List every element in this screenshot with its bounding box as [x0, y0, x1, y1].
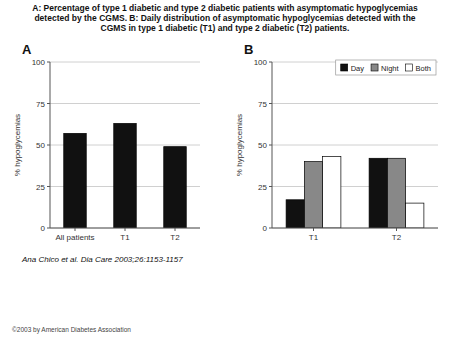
bar	[387, 158, 405, 228]
legend-swatch	[371, 64, 378, 71]
y-axis	[50, 62, 51, 228]
grid	[272, 62, 438, 228]
x-axis	[272, 228, 438, 229]
bar	[164, 147, 187, 228]
citation: Ana Chico et al. Dia Care 2003;26:1153-1…	[21, 255, 183, 264]
grid-line	[272, 103, 438, 104]
bar	[114, 123, 137, 228]
legend-entry: Both	[416, 64, 431, 73]
tick-label: T2	[170, 233, 180, 242]
x-axis	[50, 228, 200, 229]
bar	[286, 200, 304, 228]
legend-entry: Day	[351, 64, 365, 73]
grid-line	[50, 103, 200, 104]
axis-label: % hypoglycemias	[235, 114, 244, 176]
bar	[406, 203, 424, 228]
grid-line	[50, 228, 200, 229]
panel-label: B	[244, 42, 253, 57]
title-line: detected by the CGMS. B: Daily distribut…	[34, 13, 415, 23]
tick-label: 25	[258, 183, 267, 192]
tick-label: All patients	[55, 233, 94, 242]
bar	[304, 162, 322, 228]
chart: A 0 25 50 75 100 % hypoglycemias All patients T1…	[13, 42, 200, 242]
bar	[323, 157, 341, 228]
title-line: CGMS in type 1 diabetic (T1) and type 2 …	[101, 23, 350, 33]
page: {"title": ["A: Percentage of type 1 diab…	[0, 0, 450, 338]
legend-entry: Night	[381, 64, 399, 73]
axis-label: % hypoglycemias	[13, 114, 22, 176]
figure: A: Percentage of type 1 diabetic and typ…	[0, 0, 450, 338]
tick-label: T2	[392, 233, 402, 242]
bar	[369, 158, 387, 228]
legend: Day Night Both	[336, 60, 436, 75]
tick-label: 75	[36, 100, 45, 109]
legend-swatch	[341, 64, 348, 71]
bars	[64, 123, 187, 228]
title-line: A: Percentage of type 1 diabetic and typ…	[32, 3, 418, 13]
tick-label: T1	[120, 233, 130, 242]
tick-label: 0	[41, 224, 46, 233]
tick-label: T1	[309, 233, 319, 242]
tick-label: 25	[36, 183, 45, 192]
tick-label: 100	[32, 58, 46, 67]
grid-line	[272, 186, 438, 187]
grid-line	[272, 228, 438, 229]
legend-frame	[336, 60, 436, 75]
copyright: ©2003 by American Diabetes Association	[12, 326, 131, 334]
grid	[50, 62, 200, 228]
title: A: Percentage of type 1 diabetic and typ…	[32, 3, 418, 33]
tick-label: 0	[263, 224, 268, 233]
grid-line	[50, 62, 200, 63]
tick-label: 75	[258, 100, 267, 109]
tick-label: 50	[36, 141, 45, 150]
tick-label: 100	[254, 58, 268, 67]
chart: B 0 25 50 75 100 % hypoglycemias T1 T2 Day Night Bo…	[235, 42, 438, 242]
legend-swatch	[406, 64, 413, 71]
tick-label: 50	[258, 141, 267, 150]
grid-line	[272, 145, 438, 146]
bar	[64, 133, 87, 228]
panel-label: A	[22, 42, 32, 57]
bars	[286, 157, 424, 228]
y-axis	[272, 62, 273, 228]
